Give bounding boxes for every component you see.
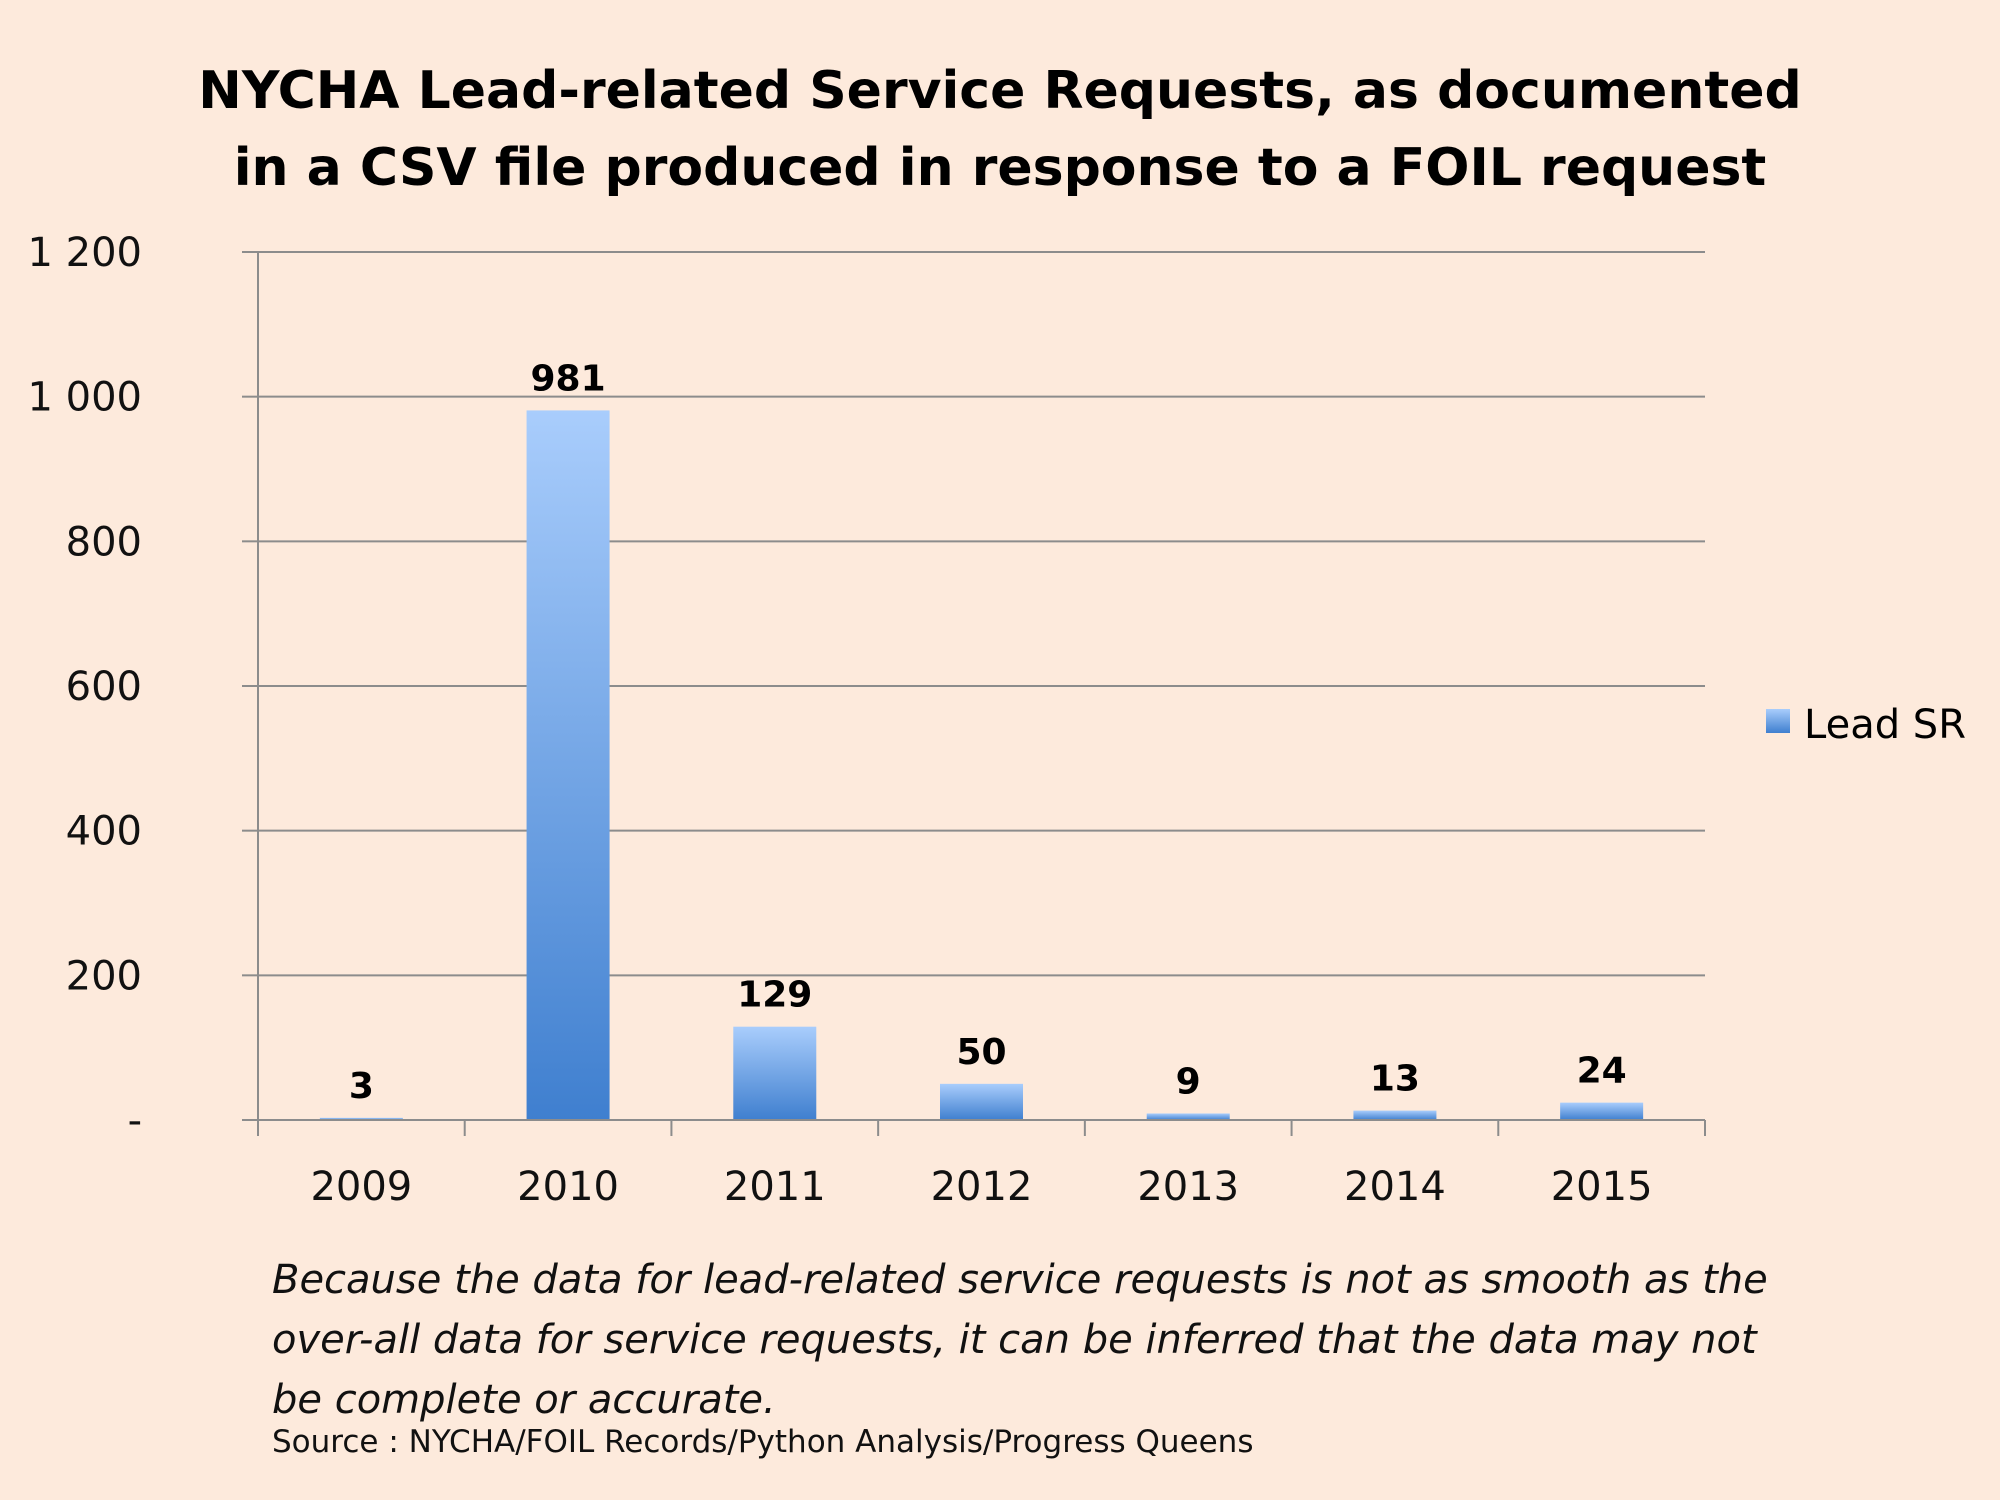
y-tick-label: 1 000 <box>27 375 142 421</box>
gridlines <box>258 251 1705 977</box>
legend: Lead SR <box>1766 702 1966 748</box>
y-tick-label: 600 <box>66 664 142 710</box>
data-label: 3 <box>349 1066 374 1107</box>
chart-title-line-2: in a CSV file produced in response to a … <box>234 138 1767 198</box>
bars: 3 981 129 50 9 13 24 <box>319 358 1644 1120</box>
bar <box>1353 1110 1437 1120</box>
data-label: 13 <box>1370 1059 1420 1100</box>
x-tick-label: 2010 <box>517 1164 619 1210</box>
data-label: 50 <box>956 1032 1006 1073</box>
source-note: Source : NYCHA/FOIL Records/Python Analy… <box>272 1424 1254 1460</box>
data-label: 24 <box>1577 1051 1627 1092</box>
bar <box>1560 1102 1644 1120</box>
x-tick-label: 2011 <box>724 1164 826 1210</box>
y-tick-label: 800 <box>66 519 142 565</box>
chart-title-line-1: NYCHA Lead-related Service Requests, as … <box>198 61 1801 121</box>
x-tick-label: 2014 <box>1344 1164 1446 1210</box>
bar <box>319 1117 403 1120</box>
y-tick-label: 400 <box>66 809 142 855</box>
x-tick-label: 2013 <box>1137 1164 1239 1210</box>
data-label: 981 <box>530 358 605 399</box>
x-tick-label: 2015 <box>1551 1164 1653 1210</box>
y-tick-label: - <box>128 1098 142 1144</box>
bar <box>940 1083 1023 1120</box>
data-label: 129 <box>737 975 812 1016</box>
legend-swatch <box>1766 709 1790 733</box>
x-tick-label: 2009 <box>310 1164 412 1210</box>
legend-label: Lead SR <box>1804 702 1966 748</box>
chart-caption: Because the data for lead-related servic… <box>272 1257 1768 1423</box>
bar <box>526 410 610 1120</box>
axes: - 200 400 600 800 1 000 1 200 2009 2010 2011 2012 2… <box>27 230 1706 1210</box>
data-label: 9 <box>1176 1061 1201 1102</box>
y-tick-label: 1 200 <box>27 230 142 276</box>
bar <box>733 1026 817 1120</box>
y-tick-label: 200 <box>66 953 142 999</box>
x-tick-label: 2012 <box>931 1164 1033 1210</box>
bar <box>1146 1113 1230 1120</box>
